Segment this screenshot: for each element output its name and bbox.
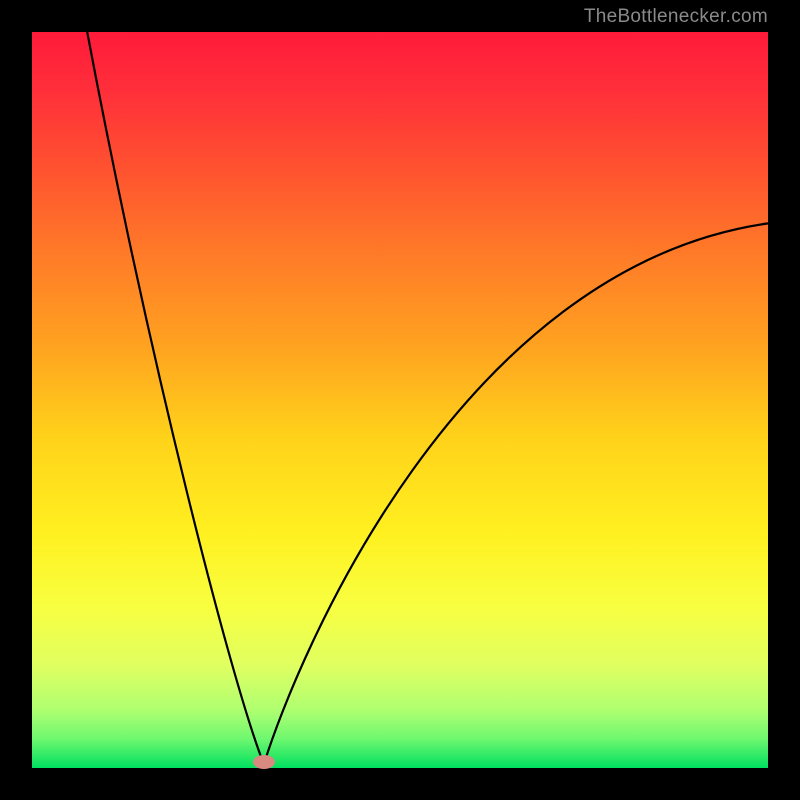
curve-path [87, 32, 768, 764]
watermark-text: TheBottlenecker.com [584, 6, 768, 28]
optimal-point-marker [253, 755, 275, 769]
plot-area [32, 32, 768, 768]
bottleneck-curve [32, 32, 768, 768]
chart-frame: TheBottlenecker.com [0, 0, 800, 800]
